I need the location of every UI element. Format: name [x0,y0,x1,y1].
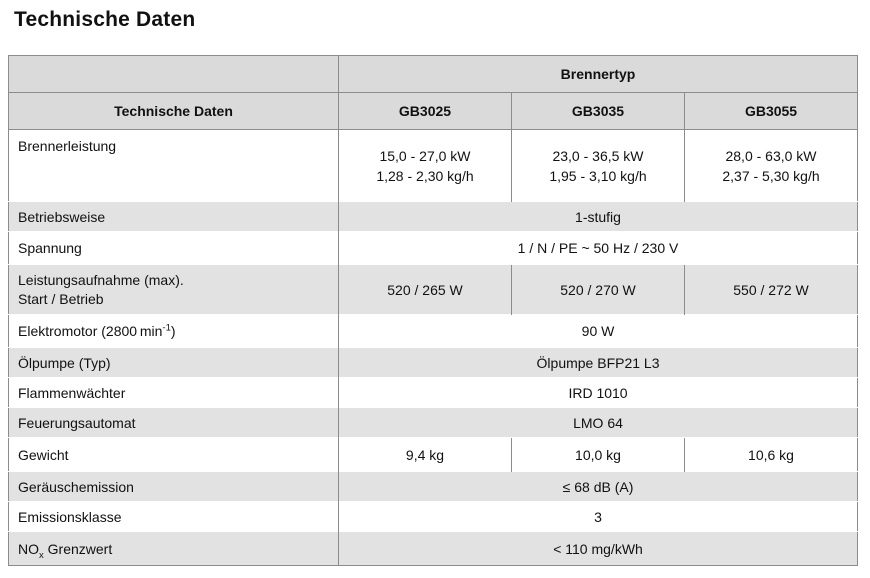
cell-value-span: < 110 mg/kWh [337,531,858,566]
row-label: Gewicht [8,437,339,472]
table-row-feuerungsautomat: Feuerungsautomat LMO 64 [8,407,858,438]
value-line: 2,37 - 5,30 kg/h [722,167,820,184]
label-line: Start / Betrieb [18,290,104,307]
column-header-gb3035: GB3035 [511,92,685,130]
cell-value-gb3055: 550 / 272 W [683,264,858,315]
value-line: 15,0 - 27,0 kW [379,147,471,164]
cell-value-span: LMO 64 [337,407,858,438]
cell-value-span: 1-stufig [337,201,858,232]
value-line: 23,0 - 36,5 kW [552,147,644,164]
table-row-oelpumpe: Ölpumpe (Typ) Ölpumpe BFP21 L3 [8,347,858,378]
cell-value-gb3025: 9,4 kg [338,437,512,472]
cell-value-gb3025: 520 / 265 W [338,264,512,315]
table-row-nox-grenzwert: NOx Grenzwert < 110 mg/kWh [8,531,858,566]
cell-value-gb3035: 520 / 270 W [511,264,685,315]
label-superscript: -1 [162,322,171,334]
technical-data-table: Brennertyp Technische Daten GB3025 GB303… [8,55,859,566]
table-row-brennerleistung: Brennerleistung 15,0 - 27,0 kW 1,28 - 2,… [8,129,858,202]
table-row-betriebsweise: Betriebsweise 1-stufig [8,201,858,232]
label-line: Leistungsaufnahme (max). [18,271,184,288]
cell-value-span: 90 W [337,314,858,348]
corner-empty-cell [8,55,339,93]
table-row-geraeuschemission: Geräuschemission ≤ 68 dB (A) [8,471,858,502]
label-text: ) [170,323,176,339]
row-label: Spannung [8,231,339,265]
row-label: NOx Grenzwert [8,531,339,566]
label-subscript: x [39,549,44,561]
row-label: Geräuschemission [8,471,339,502]
row-label: Brennerleistung [8,129,339,202]
table-row-gewicht: Gewicht 9,4 kg 10,0 kg 10,6 kg [8,437,858,472]
row-label: Feuerungsautomat [8,407,339,438]
cell-value-gb3055: 28,0 - 63,0 kW 2,37 - 5,30 kg/h [683,129,858,202]
table-row-group-header: Brennertyp [8,55,858,93]
group-header-brennertyp: Brennertyp [337,55,858,93]
table-row-elektromotor: Elektromotor (2800 min-1) 90 W [8,314,858,348]
row-label: Flammenwächter [8,377,339,408]
table-row-column-headers: Technische Daten GB3025 GB3035 GB3055 [8,92,858,130]
table-row-spannung: Spannung 1 / N / PE ~ 50 Hz / 230 V [8,231,858,265]
label-text: Elektromotor (2800 min [18,323,163,339]
cell-value-span: Ölpumpe BFP21 L3 [337,347,858,378]
cell-value-gb3055: 10,6 kg [683,437,858,472]
row-label: Leistungsaufnahme (max). Start / Betrieb [8,264,339,315]
row-label: Ölpumpe (Typ) [8,347,339,378]
label-text: Grenzwert [43,540,113,557]
page-title: Technische Daten [14,8,196,31]
value-line: 28,0 - 63,0 kW [725,147,817,164]
cell-value-gb3025: 15,0 - 27,0 kW 1,28 - 2,30 kg/h [338,129,512,202]
cell-value-span: 3 [337,501,858,532]
cell-value-gb3035: 23,0 - 36,5 kW 1,95 - 3,10 kg/h [511,129,685,202]
table-row-flammenwaechter: Flammenwächter IRD 1010 [8,377,858,408]
cell-value-span: 1 / N / PE ~ 50 Hz / 230 V [337,231,858,265]
table-row-leistungsaufnahme: Leistungsaufnahme (max). Start / Betrieb… [8,264,858,315]
cell-value-gb3035: 10,0 kg [511,437,685,472]
table-row-emissionsklasse: Emissionsklasse 3 [8,501,858,532]
label-text: NO [18,540,39,557]
cell-value-span: ≤ 68 dB (A) [337,471,858,502]
value-line: 1,95 - 3,10 kg/h [549,167,647,184]
row-label: Elektromotor (2800 min-1) [8,314,339,348]
row-label: Emissionsklasse [8,501,339,532]
column-header-gb3025: GB3025 [338,92,512,130]
cell-value-span: IRD 1010 [337,377,858,408]
column-header-gb3055: GB3055 [683,92,858,130]
value-line: 1,28 - 2,30 kg/h [376,167,474,184]
row-label: Betriebsweise [8,201,339,232]
column-header-technische-daten: Technische Daten [8,92,339,130]
